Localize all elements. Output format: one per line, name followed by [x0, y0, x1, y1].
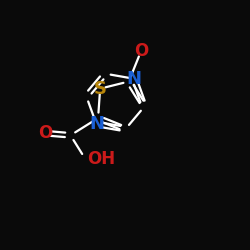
Text: O: O — [134, 42, 148, 60]
Text: N: N — [127, 70, 142, 88]
Text: O: O — [38, 124, 53, 142]
Text: S: S — [94, 80, 107, 98]
Text: N: N — [89, 115, 104, 133]
Text: OH: OH — [88, 150, 116, 168]
